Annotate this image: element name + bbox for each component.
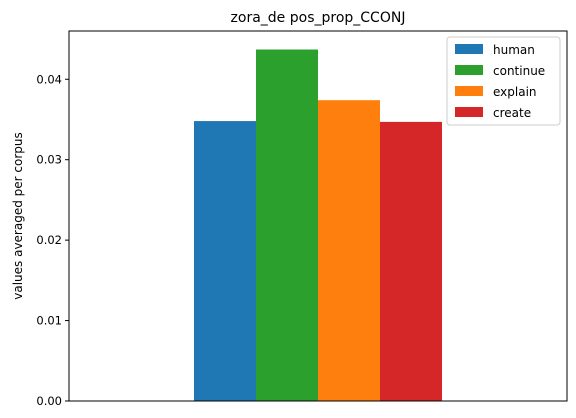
plot-frame — [68, 30, 568, 402]
legend-swatch-explain — [455, 86, 483, 96]
legend-box — [446, 36, 561, 126]
chart-title: zora_de pos_prop_CCONJ — [231, 10, 406, 26]
y-tick-label: 0.03 — [36, 153, 62, 167]
y-axis: 0.00 0.01 0.02 0.03 0.04 — [36, 72, 69, 408]
legend-label-continue: continue — [493, 64, 545, 78]
legend-swatch-continue — [455, 65, 483, 75]
legend-label-create: create — [493, 106, 531, 120]
y-axis-label: values averaged per corpus — [11, 132, 25, 300]
legend-label-explain: explain — [493, 85, 537, 99]
legend-swatch-human — [455, 44, 483, 54]
y-tick-label: 0.01 — [36, 314, 62, 328]
bar-create — [380, 121, 442, 402]
legend: human continue explain create — [446, 36, 561, 126]
bar-human — [194, 121, 256, 401]
legend-label-human: human — [493, 43, 535, 57]
bar-explain — [318, 100, 380, 401]
y-tick-label: 0.02 — [36, 233, 62, 247]
y-tick-label: 0.04 — [36, 72, 62, 86]
y-tick-label: 0.00 — [36, 394, 62, 408]
legend-swatch-create — [455, 107, 483, 117]
bar-continue — [256, 49, 318, 401]
bars-group — [194, 49, 442, 402]
